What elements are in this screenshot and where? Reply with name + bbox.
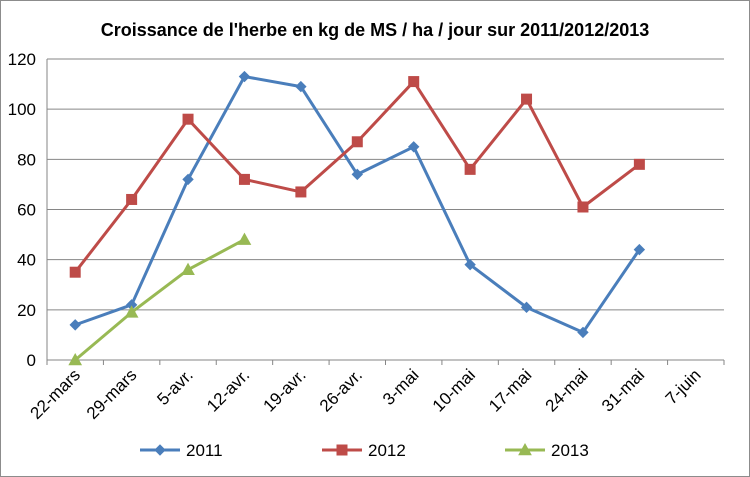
x-tick-label: 5-avr. bbox=[153, 365, 197, 409]
y-tick-label: 20 bbox=[17, 301, 36, 320]
legend-item-2011: 2011 bbox=[140, 441, 223, 460]
x-tick-label: 17-mai bbox=[485, 365, 535, 415]
x-tick-label: 29-mars bbox=[83, 365, 141, 423]
y-tick-label: 60 bbox=[17, 201, 36, 220]
y-tick-label: 80 bbox=[17, 150, 36, 169]
legend: 2011 2012 2013 bbox=[140, 441, 589, 460]
data-point bbox=[351, 136, 363, 148]
data-point bbox=[464, 258, 476, 271]
data-point bbox=[68, 352, 83, 366]
y-axis-ticks: 0 20 40 60 80 100 120 bbox=[8, 50, 36, 370]
data-point bbox=[126, 193, 138, 205]
data-point bbox=[124, 305, 139, 318]
x-tick-label: 19-avr. bbox=[260, 365, 310, 415]
x-tick-label: 24-mai bbox=[542, 365, 592, 415]
legend-item-2013: 2013 bbox=[505, 441, 589, 460]
data-point bbox=[295, 186, 307, 198]
y-tick-label: 40 bbox=[17, 251, 36, 270]
data-point bbox=[633, 158, 645, 170]
series-layer bbox=[68, 70, 646, 366]
series-2013 bbox=[68, 232, 252, 366]
x-tick-label: 31-mai bbox=[598, 365, 648, 415]
data-point bbox=[182, 113, 194, 125]
data-point bbox=[577, 201, 589, 213]
series-2012 bbox=[69, 76, 645, 278]
legend-marker bbox=[518, 442, 532, 456]
data-point bbox=[69, 266, 81, 278]
x-tick-label: 22-mars bbox=[27, 365, 85, 423]
x-tick-label: 7-juin bbox=[662, 365, 705, 408]
legend-marker bbox=[336, 444, 348, 456]
y-tick-label: 0 bbox=[27, 351, 36, 370]
x-tick-label: 3-mai bbox=[379, 365, 422, 408]
data-point bbox=[520, 301, 533, 314]
legend-marker bbox=[154, 444, 166, 456]
y-tick-label: 100 bbox=[8, 100, 36, 119]
gridlines bbox=[47, 58, 724, 311]
data-point bbox=[521, 93, 533, 105]
data-point bbox=[351, 168, 363, 181]
data-point bbox=[408, 141, 420, 153]
legend-label: 2011 bbox=[186, 441, 223, 460]
data-point bbox=[464, 163, 476, 175]
series-2011 bbox=[69, 70, 646, 339]
data-point bbox=[182, 173, 194, 186]
data-point bbox=[69, 319, 81, 331]
data-point bbox=[238, 70, 251, 83]
data-point bbox=[181, 262, 195, 275]
data-point bbox=[237, 232, 252, 245]
legend-label: 2012 bbox=[368, 441, 406, 460]
x-tick-label: 10-mai bbox=[429, 365, 479, 415]
axes bbox=[46, 59, 725, 365]
legend-item-2012: 2012 bbox=[322, 441, 406, 460]
data-point bbox=[408, 76, 420, 88]
series-line bbox=[74, 238, 246, 362]
data-point bbox=[295, 80, 307, 93]
chart-title: Croissance de l'herbe en kg de MS / ha /… bbox=[101, 20, 650, 40]
data-point bbox=[238, 173, 250, 185]
x-tick-label: 12-avr. bbox=[203, 365, 253, 415]
legend-label: 2013 bbox=[551, 441, 589, 460]
x-tick-label: 26-avr. bbox=[316, 365, 366, 415]
data-point bbox=[633, 243, 646, 256]
data-point bbox=[577, 326, 589, 339]
series-line bbox=[74, 75, 641, 334]
y-tick-label: 120 bbox=[8, 50, 36, 69]
